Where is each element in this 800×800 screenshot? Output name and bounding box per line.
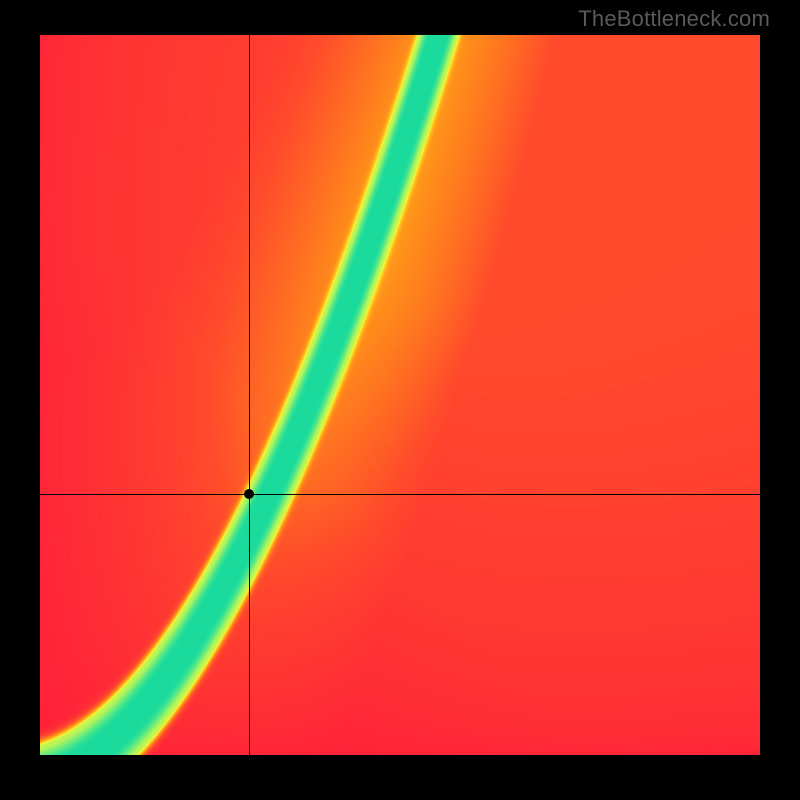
crosshair-horizontal <box>40 494 760 495</box>
marker-dot <box>244 489 254 499</box>
watermark-text: TheBottleneck.com <box>578 6 770 32</box>
plot-area <box>40 35 760 755</box>
heatmap-canvas <box>40 35 760 755</box>
chart-container: TheBottleneck.com <box>0 0 800 800</box>
crosshair-vertical <box>249 35 250 755</box>
